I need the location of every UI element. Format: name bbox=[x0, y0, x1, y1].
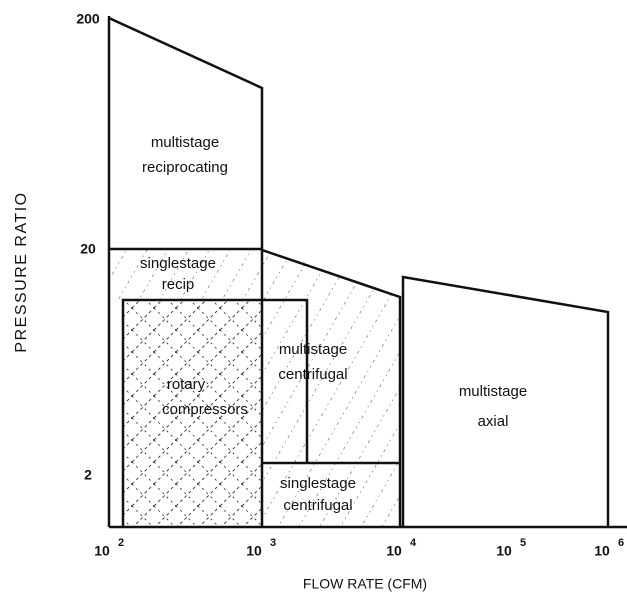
x-axis-label: FLOW RATE (CFM) bbox=[303, 576, 427, 592]
region-label: reciprocating bbox=[142, 159, 228, 176]
x-tick-base: 10 bbox=[246, 543, 262, 559]
region-label: multistage bbox=[279, 341, 347, 358]
region-label: singlestage bbox=[140, 255, 216, 272]
y-tick-label: 20 bbox=[80, 241, 96, 257]
x-tick-base: 10 bbox=[94, 543, 110, 559]
rotary-boundary bbox=[121, 298, 309, 527]
region-label: axial bbox=[478, 413, 509, 430]
y-tick-label: 200 bbox=[76, 11, 100, 27]
centrifugal-boundary bbox=[261, 248, 402, 527]
region-label: rotary bbox=[167, 376, 206, 393]
axial-boundary bbox=[401, 275, 610, 527]
recip-fill bbox=[109, 250, 262, 300]
rotary-fill bbox=[123, 300, 262, 527]
region-label: centrifugal bbox=[278, 366, 347, 383]
x-tick-exponent: 2 bbox=[118, 537, 124, 549]
region-label: singlestage bbox=[280, 475, 356, 492]
x-tick-base: 10 bbox=[594, 543, 610, 559]
x-tick-exponent: 3 bbox=[270, 537, 276, 549]
centrifugal-fill bbox=[262, 250, 400, 527]
region-label: recip bbox=[162, 276, 195, 293]
x-tick-base: 10 bbox=[386, 543, 402, 559]
x-tick-exponent: 5 bbox=[520, 537, 526, 549]
x-tick-exponent: 4 bbox=[410, 537, 417, 549]
region-label: multistage bbox=[151, 134, 219, 151]
region-label: compressors bbox=[162, 401, 248, 418]
recip-boundary bbox=[108, 16, 264, 527]
region-label: multistage bbox=[459, 383, 527, 400]
x-tick-exponent: 6 bbox=[618, 537, 624, 549]
y-tick-label: 2 bbox=[84, 467, 92, 483]
x-tick-base: 10 bbox=[496, 543, 512, 559]
y-axis-label: PRESSURE RATIO bbox=[13, 191, 30, 352]
region-label: centrifugal bbox=[283, 497, 352, 514]
x-ticks: 10 2 10 3 10 4 10 5 10 6 bbox=[94, 537, 624, 559]
